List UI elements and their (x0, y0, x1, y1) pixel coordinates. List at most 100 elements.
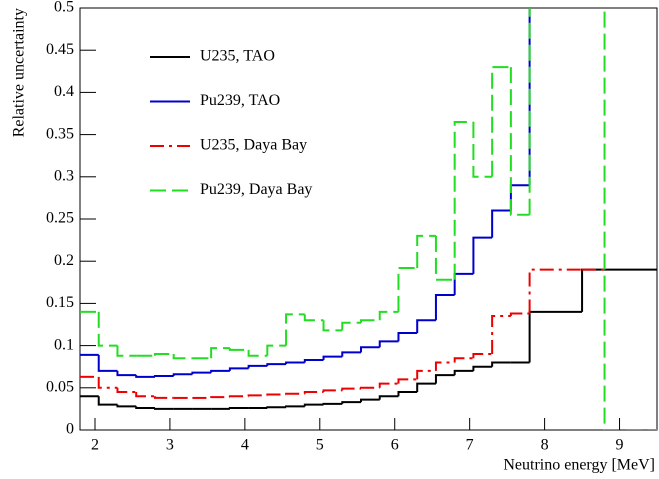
step-bin (528, 310, 583, 363)
step-bin (97, 396, 118, 406)
step-bin (322, 389, 343, 393)
x-tick-label: 6 (391, 437, 399, 454)
step-bin (172, 354, 193, 360)
step-bin (453, 272, 474, 295)
step-bin (397, 266, 418, 312)
step-bin (135, 375, 155, 378)
x-axis-label: Neutrino energy [MeV] (503, 457, 655, 474)
step-bin (581, 268, 605, 312)
step-bin (528, 268, 583, 314)
legend-label: U235, TAO (200, 48, 275, 65)
legend-label: Pu239, TAO (200, 92, 280, 109)
step-bin (116, 404, 137, 408)
step-bin (97, 354, 118, 372)
step-bin (472, 236, 493, 274)
step-bin (303, 391, 324, 394)
step-bin (491, 209, 511, 238)
step-bin (472, 121, 493, 178)
step-bin (378, 340, 399, 348)
step-bin (378, 382, 399, 388)
y-tick-label: 0.4 (54, 83, 74, 100)
step-bin (322, 402, 343, 405)
step-bin (228, 348, 249, 351)
step-bin (97, 311, 118, 347)
step-bin (416, 382, 436, 393)
y-tick-label: 0.45 (46, 41, 74, 58)
step-bin (266, 344, 287, 356)
legend-label: Pu239, Daya Bay (200, 181, 312, 198)
step-bin (322, 320, 343, 332)
step-bin (491, 66, 511, 177)
step-bin (285, 361, 305, 365)
step-bin (247, 349, 268, 357)
step-bin (491, 361, 511, 367)
step-bin (303, 403, 324, 407)
y-tick-label: 0.05 (46, 378, 74, 395)
step-bin (378, 395, 399, 400)
step-bin (153, 353, 174, 356)
step-bin (153, 396, 174, 399)
frame (79, 7, 658, 431)
step-bin (341, 351, 362, 357)
step-bin (303, 314, 324, 322)
step-bin (509, 312, 530, 317)
step-bin (360, 386, 380, 389)
step-bin (322, 355, 343, 360)
step-bin (397, 378, 418, 384)
y-tick-label: 0.15 (46, 294, 74, 311)
step-bin (416, 234, 436, 268)
y-tick-label: 0.3 (54, 167, 74, 184)
step-bin (285, 405, 305, 408)
step-bin (135, 406, 155, 410)
step-bin (153, 374, 174, 377)
step-bin (228, 367, 249, 371)
step-bin (285, 313, 305, 346)
step-bin (341, 401, 362, 404)
x-tick-label: 3 (166, 437, 174, 454)
x-tick-label: 9 (616, 437, 624, 454)
step-bin (528, 8, 531, 215)
step-bin (172, 373, 193, 376)
y-axis-label: Relative uncertainty (11, 8, 28, 137)
step-bin (191, 371, 212, 375)
x-tick-label: 8 (541, 437, 549, 454)
step-bin (266, 393, 287, 396)
step-bin (434, 235, 455, 281)
step-bin (210, 347, 230, 359)
step-bin (266, 406, 287, 409)
step-bin (247, 364, 268, 369)
step-bin (397, 331, 418, 342)
step-bin (210, 396, 230, 399)
y-tick-label: 0.2 (54, 252, 74, 269)
step-bin (509, 184, 530, 211)
y-tick-label: 0.35 (46, 125, 74, 142)
step-bin (266, 363, 287, 366)
y-tick-label: 0.25 (46, 210, 74, 227)
step-bin (341, 387, 362, 391)
step-bin (528, 8, 531, 186)
step-bin (135, 392, 155, 398)
step-bin (360, 319, 380, 323)
y-tick-label: 0.1 (54, 336, 74, 353)
step-bin (416, 319, 436, 333)
step-bin (453, 120, 474, 280)
step-bin (116, 370, 137, 377)
step-bin (360, 398, 380, 403)
step-bin (434, 361, 455, 371)
step-bin (247, 394, 268, 397)
plot-area (80, 8, 657, 430)
x-tick-label: 2 (91, 437, 99, 454)
step-bin (360, 346, 380, 353)
step-bin (303, 358, 324, 363)
step-bin (472, 365, 493, 371)
step-bin (453, 369, 474, 376)
step-bin (116, 345, 137, 357)
step-bin (97, 376, 118, 389)
step-bin (341, 321, 362, 331)
y-tick-label: 0 (66, 421, 74, 438)
step-bin (603, 8, 657, 430)
step-bin (285, 392, 305, 395)
x-tick-label: 7 (466, 437, 474, 454)
x-tick-label: 5 (316, 437, 324, 454)
